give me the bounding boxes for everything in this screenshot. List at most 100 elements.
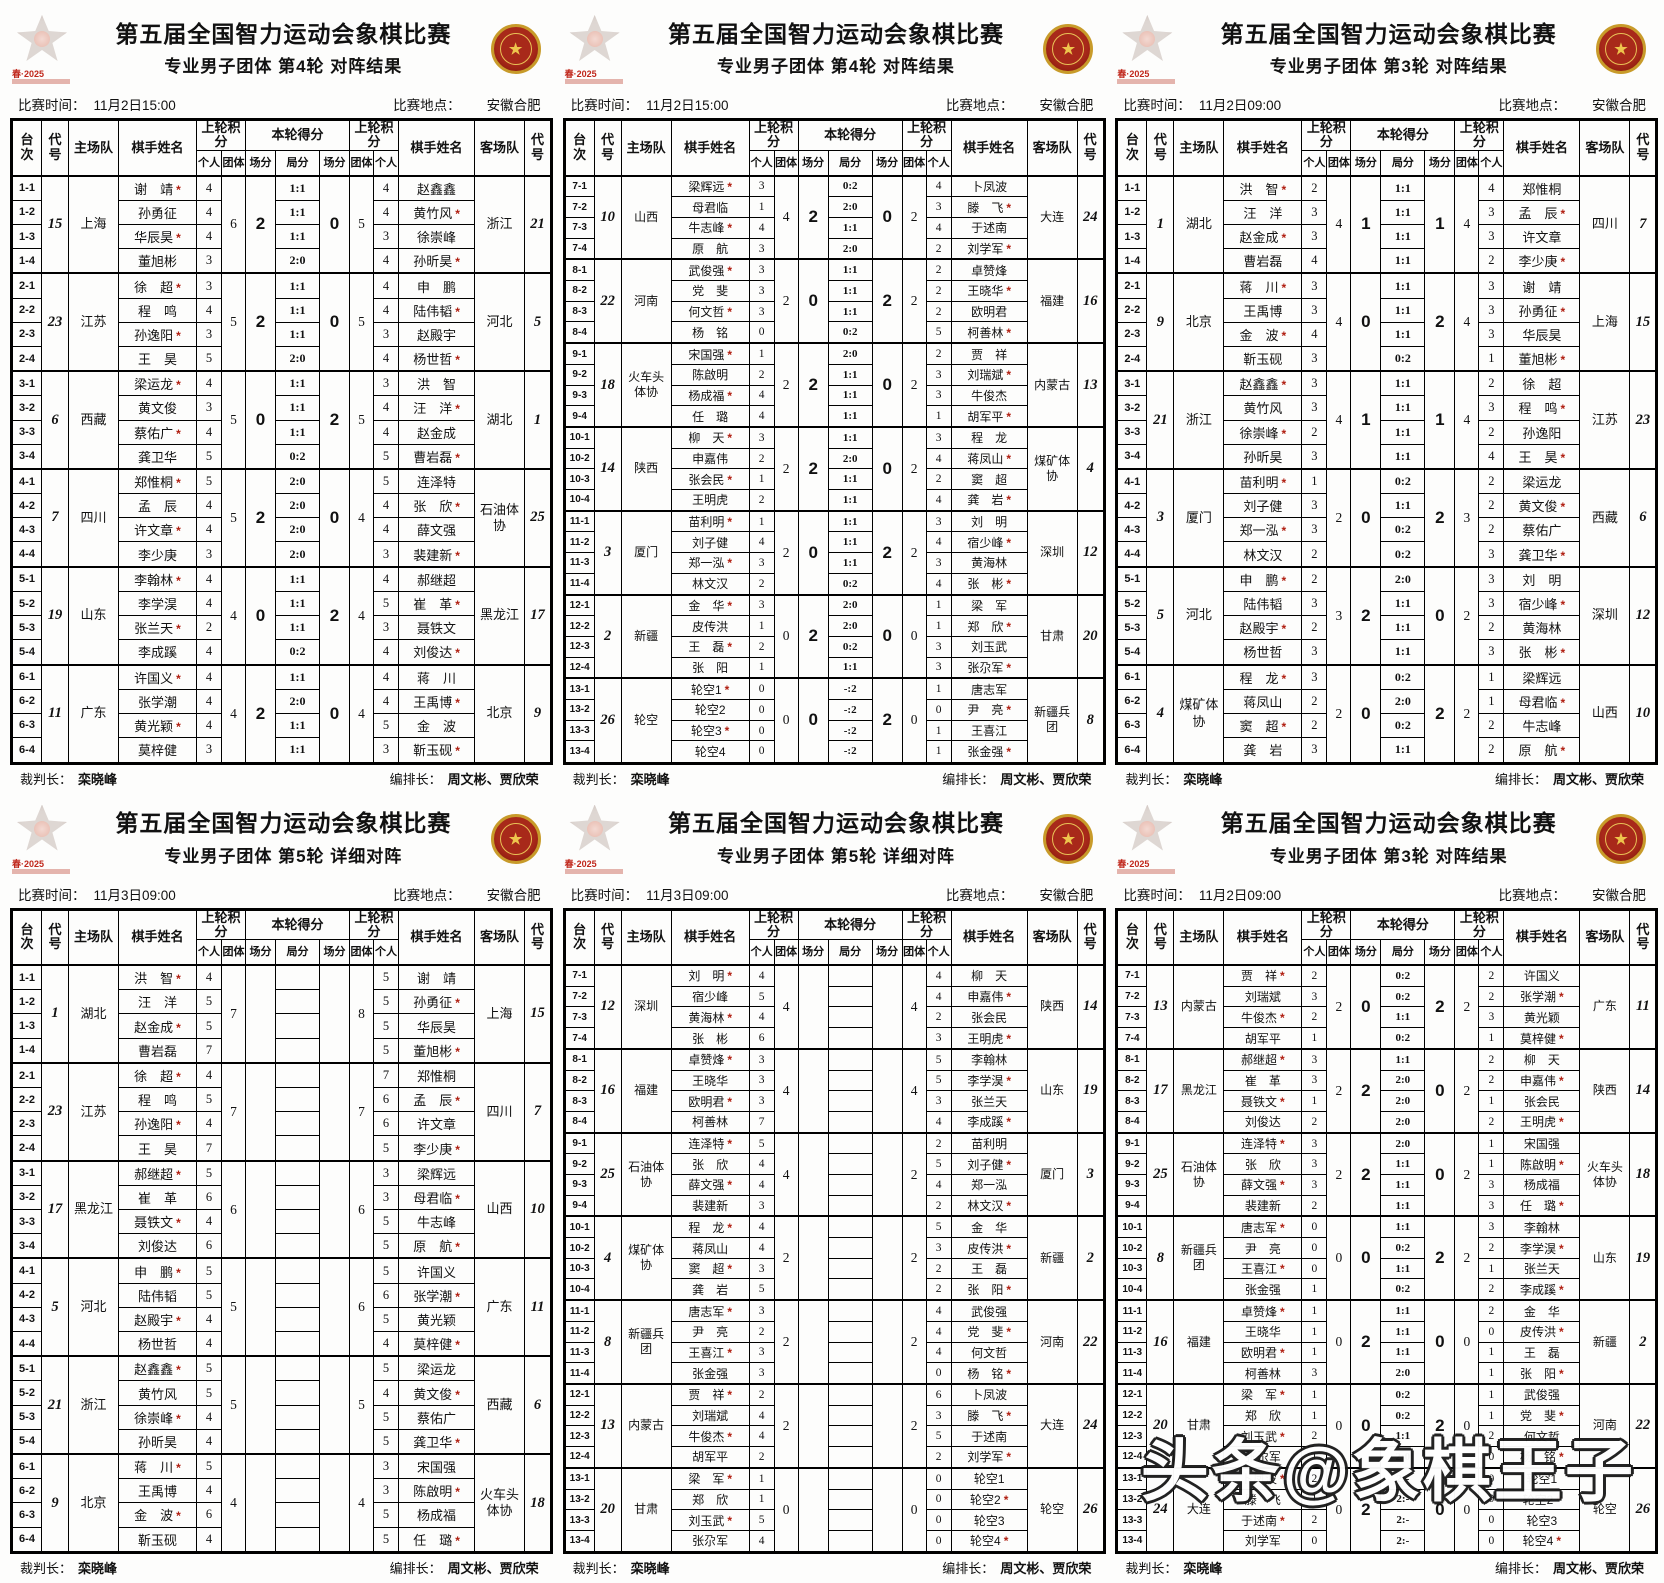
away-points: 5	[373, 1355, 400, 1382]
away-team-total: 4	[1454, 370, 1480, 470]
away-team-total: 2	[901, 425, 927, 512]
away-player: 轮空2 *	[1503, 1488, 1581, 1511]
board-cell: 4-2	[11, 1282, 42, 1308]
home-points: 4	[748, 1237, 775, 1259]
away-player: 李翰林	[950, 1047, 1028, 1071]
away-points: 5	[373, 1502, 400, 1528]
away-points: 3	[925, 363, 952, 386]
away-player: 张 彬 *	[950, 572, 1028, 596]
home-points: 2	[1301, 712, 1328, 739]
panel-footer: 裁判长： 栾晓峰 编排长： 周文彬、贾欣荣	[8, 1554, 551, 1577]
game-score	[827, 1174, 873, 1196]
match-row: 13-1 24 大连 卜凤波 * 2 0 2 2:- 0 0 0 轮空1 轮空 26	[1116, 1466, 1658, 1553]
first-move-star: *	[1280, 1345, 1285, 1360]
home-code: 16	[1146, 1299, 1175, 1385]
match-row: 10-1 8 新疆兵团 唐志军 * 0 0 0 1:1 2 2 3 李翰林 山东 19	[1116, 1215, 1658, 1301]
away-player-name: 孙勇征	[413, 995, 453, 1011]
away-points: 3	[925, 635, 952, 658]
match-venue-label: 比赛地点：	[945, 98, 1014, 113]
home-player-name: 林文汉	[692, 577, 729, 592]
away-points: 4	[373, 663, 400, 690]
home-player: 孙逸阳 *	[118, 1111, 197, 1137]
home-player: 欧明君 *	[670, 1090, 750, 1112]
away-player-name: 许文章	[1522, 230, 1562, 246]
home-points: 3	[1301, 370, 1328, 397]
first-move-star: *	[727, 1220, 732, 1235]
away-player-name: 孙勇征	[1518, 303, 1558, 319]
away-points: 3	[373, 223, 400, 250]
away-player: 王明虎 *	[950, 1027, 1028, 1050]
away-points: 2	[925, 1131, 952, 1155]
away-match-score: 2	[319, 565, 351, 665]
away-match-score: 0	[319, 467, 351, 568]
home-team-total: 2	[1326, 1131, 1352, 1217]
table-header: 台次 代号 主场队 棋手姓名 上轮积分 本轮得分 上轮积分 棋手姓名 客场队 代号 个人 团体 场分 局分…	[563, 118, 1105, 177]
game-score: 0:2	[1380, 964, 1426, 987]
game-score	[275, 1233, 321, 1259]
col-home-player: 棋手姓名	[670, 118, 750, 177]
home-points: 3	[1301, 1131, 1328, 1155]
game-score	[275, 1159, 321, 1186]
away-match-score: 2	[1424, 467, 1456, 568]
board-cell: 5-1	[1116, 565, 1148, 592]
board-cell: 4-4	[11, 1330, 42, 1357]
col-home-match: 场分	[797, 149, 829, 177]
home-team-total: 2	[773, 509, 799, 595]
home-points: 3	[748, 1194, 775, 1217]
home-player-name: 谢 靖	[134, 181, 174, 197]
col-game-score: 局分	[275, 939, 321, 966]
board-cell: 8-4	[1116, 1110, 1148, 1134]
col-home-team: 主场队	[620, 118, 672, 177]
match-row: 6-3 黄光颖 * 4 1:1 5 金 波	[11, 712, 552, 739]
home-points: 3	[748, 1299, 775, 1322]
col-home-match: 场分	[245, 939, 277, 966]
first-move-star: *	[1560, 500, 1566, 515]
away-player-name: 苗利明	[971, 1137, 1008, 1152]
first-move-star: *	[1280, 1220, 1285, 1235]
home-points: 4	[196, 639, 222, 665]
home-player-name: 刘子健	[692, 535, 729, 550]
home-player-name: 尹 亮	[1244, 1241, 1281, 1256]
away-points: 1	[1478, 1027, 1505, 1050]
away-match-score: 1	[1424, 174, 1456, 274]
match-venue-label: 比赛地点：	[393, 98, 461, 113]
home-player: 张 欣	[670, 1153, 750, 1176]
home-player-name: 轮空2	[694, 703, 726, 718]
away-points: 2	[1478, 467, 1505, 495]
home-player-name: 孙逸阳	[134, 1117, 174, 1133]
board-cell: 11-1	[563, 1299, 595, 1322]
away-player-name: 张兰天	[1523, 1262, 1560, 1277]
away-player: 轮空2 *	[950, 1488, 1028, 1511]
home-points: 5	[196, 345, 222, 372]
game-score: 1:1	[275, 565, 321, 592]
first-move-star: *	[176, 182, 181, 197]
home-team-total: 4	[220, 663, 247, 764]
home-player: 杨成福 *	[670, 384, 750, 407]
away-player-name: 郑惟桐	[417, 1069, 457, 1084]
first-move-star: *	[1006, 577, 1012, 592]
game-score: 2:0	[827, 342, 873, 365]
match-row: 4-2 陆伟韬 5 6 张学潮 *	[11, 1282, 552, 1308]
away-player-name: 杨 铭	[967, 1366, 1004, 1381]
match-time-value: 11月2日15:00	[646, 98, 729, 113]
game-score: 1:1	[827, 509, 873, 533]
away-player-name: 孙逸阳	[1522, 425, 1562, 441]
home-code: 17	[1146, 1047, 1175, 1134]
away-player: 杨世哲 *	[398, 345, 476, 372]
board-cell: 6-2	[11, 1478, 42, 1504]
home-team: 甘肃	[620, 1466, 672, 1553]
home-points: 3	[196, 737, 222, 764]
game-score	[275, 964, 321, 991]
board-cell: 10-4	[563, 1278, 595, 1301]
board-cell: 6-2	[11, 688, 42, 714]
first-move-star: *	[176, 671, 181, 686]
away-points: 3	[373, 737, 400, 764]
away-code: 16	[1076, 258, 1105, 344]
home-player: 张 彬	[670, 1027, 750, 1050]
board-cell: 6-4	[11, 1526, 42, 1554]
home-player: 黄光颖 *	[118, 712, 197, 739]
game-score	[827, 1090, 873, 1112]
match-row: 6-4 龚 岩 3 1:1 2 原 航 *	[1116, 737, 1657, 764]
game-score	[275, 989, 321, 1015]
